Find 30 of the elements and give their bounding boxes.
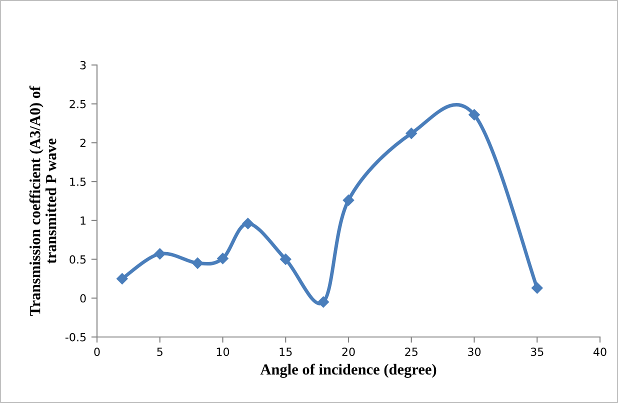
point xyxy=(406,128,417,139)
point xyxy=(280,254,292,265)
point xyxy=(532,282,543,294)
y-tick-label: 3 xyxy=(80,60,86,70)
y-tick-label: 0.5 xyxy=(70,255,86,264)
y-axis-title: Transmission coefficient (A3/A0) of transmitted P wave xyxy=(29,86,56,316)
y-tick-label: 2.5 xyxy=(70,100,86,108)
x-tick-label: 30 xyxy=(468,348,481,356)
point xyxy=(318,296,329,308)
x-tick-label: 35 xyxy=(530,348,544,356)
y-tick-label: -0.5 xyxy=(65,332,86,342)
x-tick-label: 20 xyxy=(342,348,355,356)
point xyxy=(217,252,228,264)
point xyxy=(242,218,254,230)
y-tick-label: 1.5 xyxy=(70,178,86,186)
point xyxy=(468,109,480,120)
point xyxy=(192,258,204,269)
point xyxy=(154,248,166,260)
x-tick-label: 15 xyxy=(280,348,292,356)
x-tick-label: 25 xyxy=(405,348,418,356)
x-tick-label: 40 xyxy=(593,348,606,356)
y-tick-label: 2 xyxy=(80,138,86,147)
x-tick-label: 5 xyxy=(157,348,162,356)
point xyxy=(342,194,354,206)
x-tick-label: 10 xyxy=(216,348,230,356)
x-tick-label: 0 xyxy=(94,348,100,356)
point xyxy=(116,273,128,284)
y-tick-label: 1 xyxy=(80,216,86,225)
x-axis-title: Angle of incidence (degree) xyxy=(260,364,436,378)
y-tick-label: 0 xyxy=(80,294,86,303)
